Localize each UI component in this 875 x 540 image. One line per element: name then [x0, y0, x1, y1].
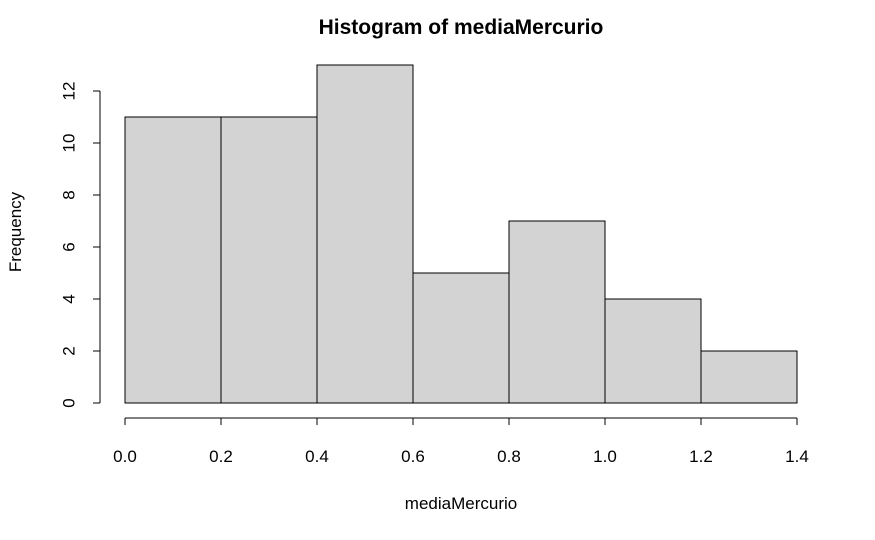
- y-tick-label-6: 12: [59, 82, 78, 101]
- x-tick-label-1: 0.2: [209, 447, 233, 466]
- histogram-bar-6: [700, 350, 798, 404]
- x-tick-label-0: 0.0: [113, 447, 137, 466]
- y-tick-label-5: 10: [59, 134, 78, 153]
- x-tick-label-6: 1.2: [689, 447, 713, 466]
- bars-group: [124, 64, 798, 404]
- x-tick-label-5: 1.0: [593, 447, 617, 466]
- chart-title: Histogram of mediaMercurio: [319, 16, 604, 39]
- histogram-bar-0: [124, 116, 222, 404]
- y-axis: 0 2 4 6 8 10 12: [59, 82, 101, 408]
- x-axis-label: mediaMercurio: [405, 494, 517, 513]
- x-tick-label-4: 0.8: [497, 447, 521, 466]
- x-tick-label-7: 1.4: [785, 447, 809, 466]
- x-tick-label-3: 0.6: [401, 447, 425, 466]
- x-axis: 0.0 0.2 0.4 0.6 0.8 1.0 1.2 1.4: [113, 417, 809, 466]
- y-axis-label: Frequency: [6, 191, 25, 272]
- histogram-bar-1: [220, 116, 318, 404]
- y-tick-label-3: 6: [59, 242, 78, 251]
- histogram-bar-2: [316, 64, 414, 404]
- y-tick-label-0: 0: [59, 398, 78, 407]
- x-tick-label-2: 0.4: [305, 447, 329, 466]
- histogram-bar-4: [508, 220, 606, 404]
- y-tick-label-1: 2: [59, 346, 78, 355]
- y-tick-label-4: 8: [59, 190, 78, 199]
- y-tick-label-2: 4: [59, 294, 78, 303]
- histogram-bar-3: [412, 272, 510, 404]
- histogram-bar-5: [604, 298, 702, 404]
